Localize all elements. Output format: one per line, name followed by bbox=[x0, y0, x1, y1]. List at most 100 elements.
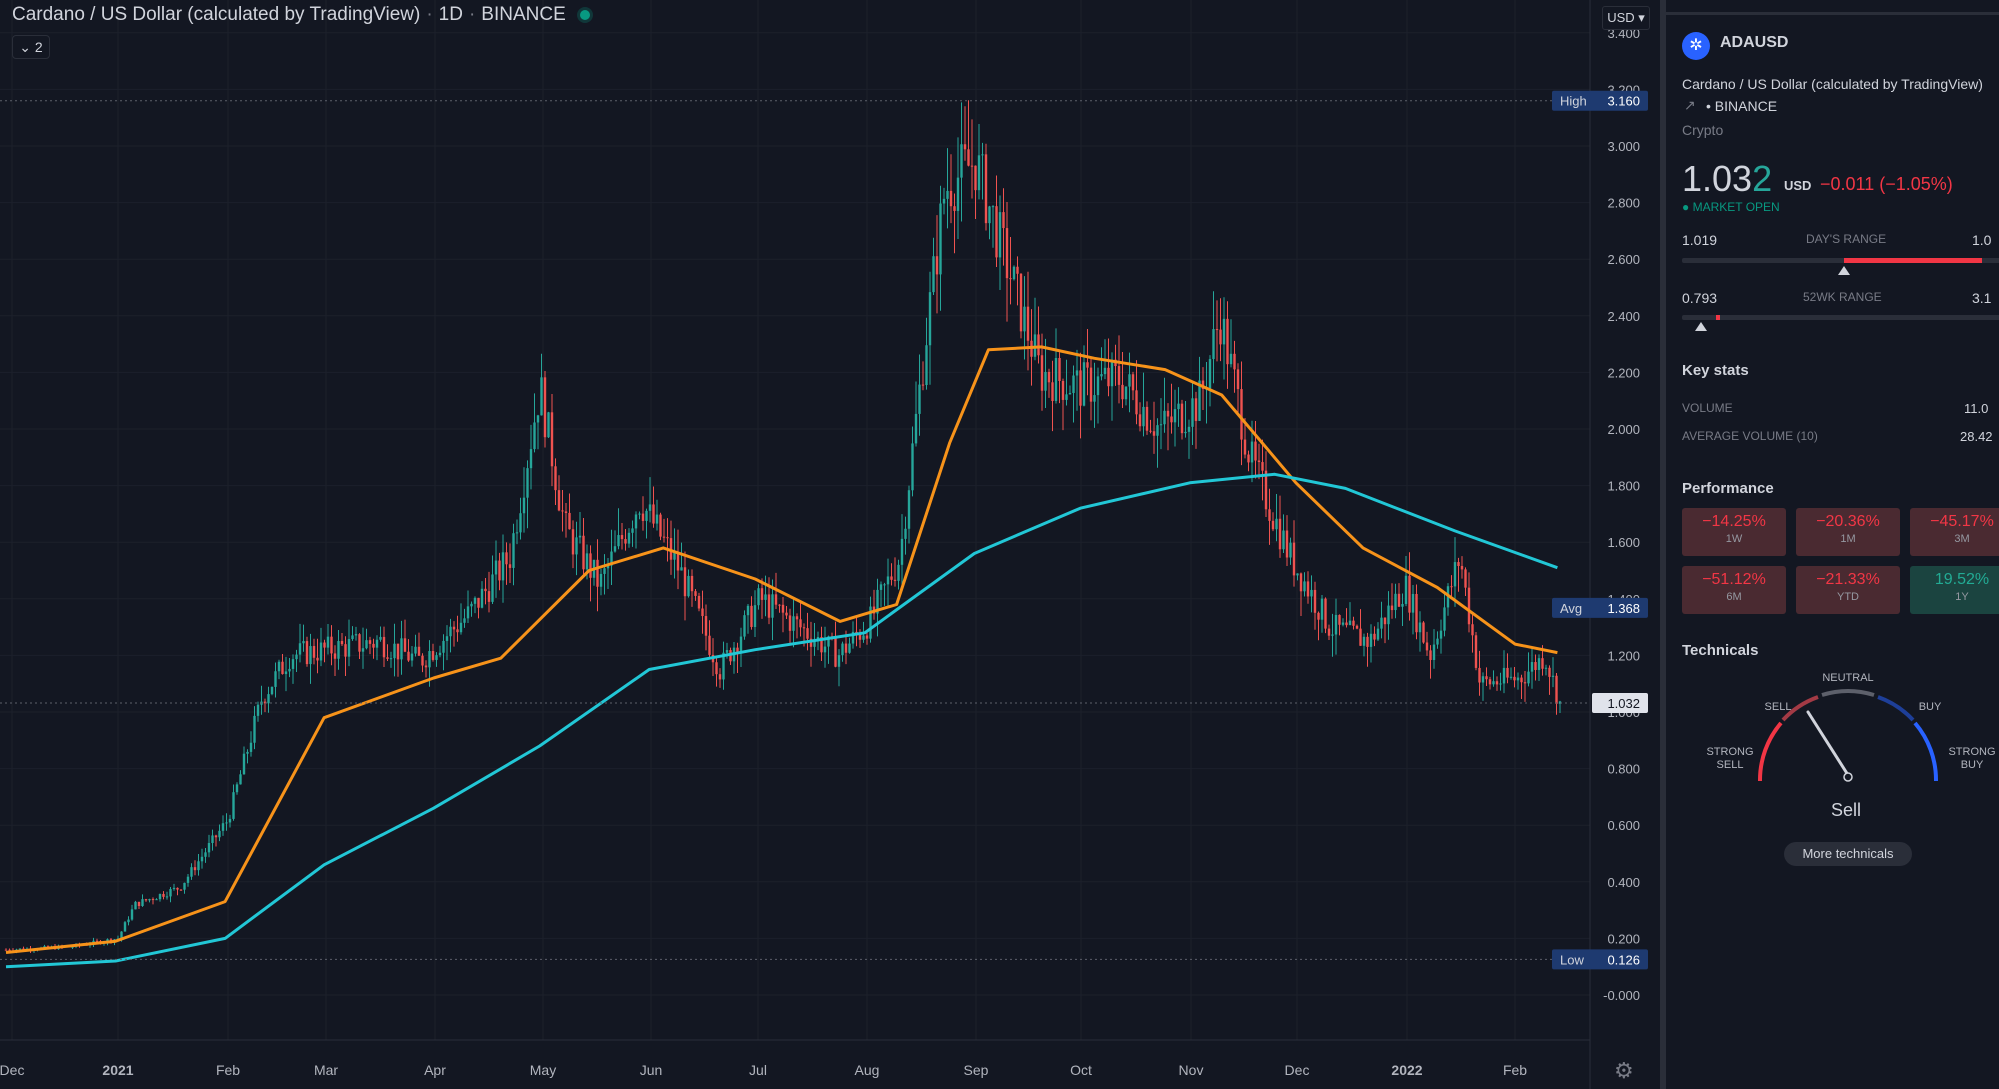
candle-body bbox=[333, 653, 337, 659]
candle-body bbox=[1047, 371, 1051, 383]
candle-body bbox=[970, 165, 974, 167]
candle-body bbox=[1292, 542, 1296, 576]
candle-body bbox=[1166, 410, 1170, 417]
performance-cell-ytd[interactable]: −21.33% YTD bbox=[1796, 566, 1900, 614]
candle-body bbox=[928, 292, 932, 346]
candle-body bbox=[571, 529, 575, 555]
candle-body bbox=[809, 638, 813, 647]
candle-body bbox=[526, 468, 529, 498]
candle-body bbox=[687, 575, 690, 597]
candle-body bbox=[1082, 362, 1086, 406]
performance-cell-3m[interactable]: −45.17% 3M bbox=[1910, 508, 1999, 556]
symbol-exchange[interactable]: • BINANCE bbox=[1706, 98, 1778, 114]
candle-body bbox=[876, 589, 879, 614]
candle-body bbox=[1471, 624, 1474, 636]
currency-button[interactable]: USD ▾ bbox=[1602, 6, 1650, 30]
candle-body bbox=[1100, 374, 1103, 377]
candle-body bbox=[295, 654, 298, 660]
collapse-indicators-button[interactable]: ⌄ 2 bbox=[12, 35, 50, 59]
settings-gear-icon[interactable]: ⚙ bbox=[1614, 1058, 1634, 1083]
candle-body bbox=[1366, 636, 1369, 647]
candle-body bbox=[130, 909, 134, 920]
candle-body bbox=[1373, 633, 1376, 640]
more-technicals-button[interactable]: More technicals bbox=[1784, 842, 1912, 866]
candle-body bbox=[1096, 376, 1100, 396]
candle-body bbox=[438, 652, 442, 656]
candle-body bbox=[386, 657, 389, 659]
candle-body bbox=[1478, 667, 1481, 683]
candle-body bbox=[1537, 658, 1541, 670]
candle-body bbox=[1278, 518, 1282, 550]
candle-body bbox=[403, 638, 407, 652]
chart-header: Cardano / US Dollar (calculated by Tradi… bbox=[12, 4, 590, 26]
candle-body bbox=[652, 504, 655, 524]
moving-average-line-ma_long bbox=[5, 472, 1558, 969]
candle-body bbox=[1289, 542, 1292, 558]
candle-body bbox=[256, 704, 260, 716]
candle-body bbox=[1135, 390, 1138, 415]
candle-body bbox=[949, 190, 953, 207]
candle-body bbox=[1299, 573, 1303, 592]
chart-interval[interactable]: 1D bbox=[438, 4, 463, 25]
symbol-description: Cardano / US Dollar (calculated by Tradi… bbox=[1682, 76, 1983, 92]
performance-value: −14.25% bbox=[1702, 513, 1766, 530]
performance-period: 3M bbox=[1954, 533, 1970, 545]
days-range-bar bbox=[1682, 258, 1999, 263]
candle-body bbox=[869, 606, 872, 639]
candle-body bbox=[837, 655, 841, 667]
candle-body bbox=[914, 413, 918, 444]
candle-body bbox=[1222, 318, 1226, 345]
performance-cell-1w[interactable]: −14.25% 1W bbox=[1682, 508, 1786, 556]
candle-body bbox=[1551, 675, 1555, 677]
candle-body bbox=[1208, 359, 1212, 389]
candle-body bbox=[960, 144, 963, 178]
candle-body bbox=[466, 606, 470, 619]
price-change: −0.011 (−1.05%) bbox=[1820, 174, 1953, 194]
x-tick-label: Apr bbox=[424, 1062, 446, 1078]
candle-body bbox=[841, 643, 844, 656]
candle-body bbox=[1338, 614, 1341, 625]
candle-body bbox=[1054, 358, 1058, 401]
candle-body bbox=[1439, 630, 1443, 639]
candle-body bbox=[242, 753, 246, 775]
candle-body bbox=[561, 510, 564, 512]
price-chart[interactable]: 3.4003.2003.0002.8002.6002.4002.2002.000… bbox=[0, 0, 1660, 1089]
candle-body bbox=[1306, 581, 1310, 597]
performance-cell-6m[interactable]: −51.12% 6M bbox=[1682, 566, 1786, 614]
performance-cell-1y[interactable]: 19.52% 1Y bbox=[1910, 566, 1999, 614]
candle-body bbox=[155, 899, 158, 901]
y-tick-label: 2.000 bbox=[1607, 422, 1640, 437]
external-link-icon[interactable]: ↗ bbox=[1684, 97, 1696, 113]
candle-body bbox=[95, 940, 99, 942]
candle-body bbox=[428, 651, 431, 668]
candle-body bbox=[487, 591, 491, 602]
symbol-name[interactable]: ADAUSD bbox=[1720, 34, 1789, 51]
candle-body bbox=[277, 661, 281, 672]
candle-body bbox=[1201, 380, 1205, 389]
candle-body bbox=[935, 256, 939, 275]
candle-body bbox=[1425, 642, 1429, 651]
candle-body bbox=[172, 887, 176, 890]
candle-body bbox=[4, 949, 8, 951]
candle-body bbox=[610, 551, 613, 566]
candle-body bbox=[1156, 425, 1159, 436]
candle-body bbox=[827, 636, 830, 647]
candle-body bbox=[760, 588, 764, 600]
key-stats-title: Key stats bbox=[1682, 362, 1749, 379]
candle-body bbox=[739, 636, 743, 653]
x-tick-label: Feb bbox=[1503, 1062, 1527, 1078]
panel-divider[interactable] bbox=[1660, 0, 1666, 1089]
chart-area[interactable]: 3.400 3.200 3.000 2.800 2.600 2.400 2.200 2.000… bbox=[0, 0, 1660, 1089]
candle-body bbox=[953, 206, 956, 211]
candle-body bbox=[715, 662, 718, 675]
candle-body bbox=[1432, 644, 1436, 660]
candle-body bbox=[169, 889, 172, 897]
candle-body bbox=[1121, 384, 1124, 400]
performance-cell-1m[interactable]: −20.36% 1M bbox=[1796, 508, 1900, 556]
days-range-fill bbox=[1844, 258, 1982, 263]
x-tick-label: Jun bbox=[640, 1062, 663, 1078]
candle-body bbox=[858, 634, 862, 640]
candle-body bbox=[568, 512, 571, 530]
candle-body bbox=[186, 876, 190, 883]
candle-body bbox=[1254, 441, 1257, 461]
